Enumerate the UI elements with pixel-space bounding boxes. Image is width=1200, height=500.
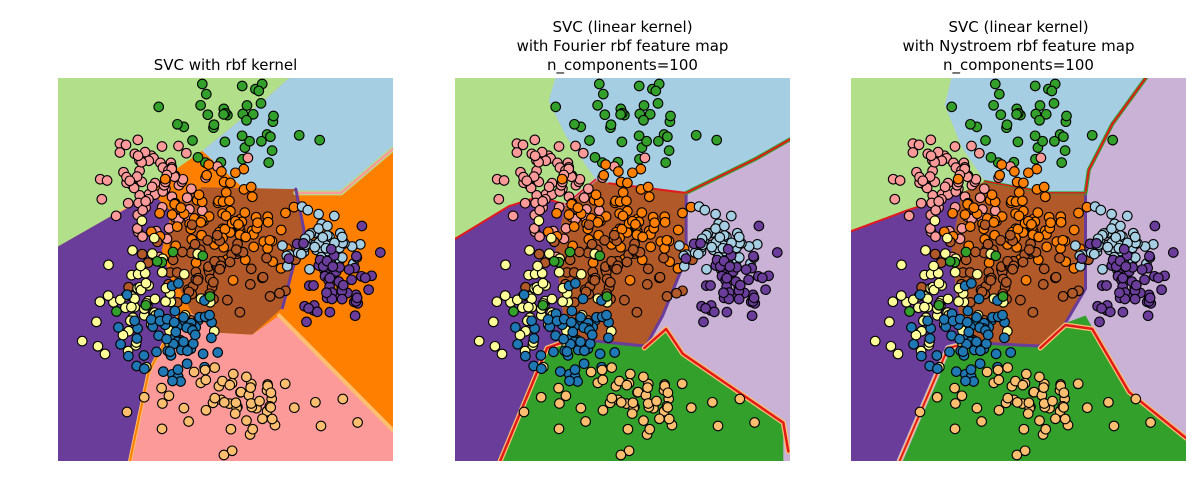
panel-title-line: n_components=100 [547,56,698,74]
panel-title: SVC (linear kernel) with Nystroem rbf fe… [821,18,1200,75]
decision-boundary-plot-rbf [58,78,393,461]
panel-title-line: with Nystroem rbf feature map [902,37,1135,55]
panel-title-line: SVC (linear kernel) [948,18,1089,36]
panel-title: SVC (linear kernel) with Fourier rbf fea… [425,18,820,75]
panel-title-line: SVC with rbf kernel [153,56,298,74]
decision-boundary-plot-fourier [455,78,790,461]
decision-boundary-plot-nystroem [851,78,1186,461]
panel-title: SVC with rbf kernel [28,56,423,75]
subplot-svc-rbf: SVC with rbf kernel [58,0,393,500]
panel-title-line: with Fourier rbf feature map [516,37,729,55]
panel-title-line: n_components=100 [943,56,1094,74]
subplot-svc-nystroem: SVC (linear kernel) with Nystroem rbf fe… [851,0,1186,500]
panel-title-line: SVC (linear kernel) [552,18,693,36]
subplot-svc-fourier: SVC (linear kernel) with Fourier rbf fea… [455,0,790,500]
